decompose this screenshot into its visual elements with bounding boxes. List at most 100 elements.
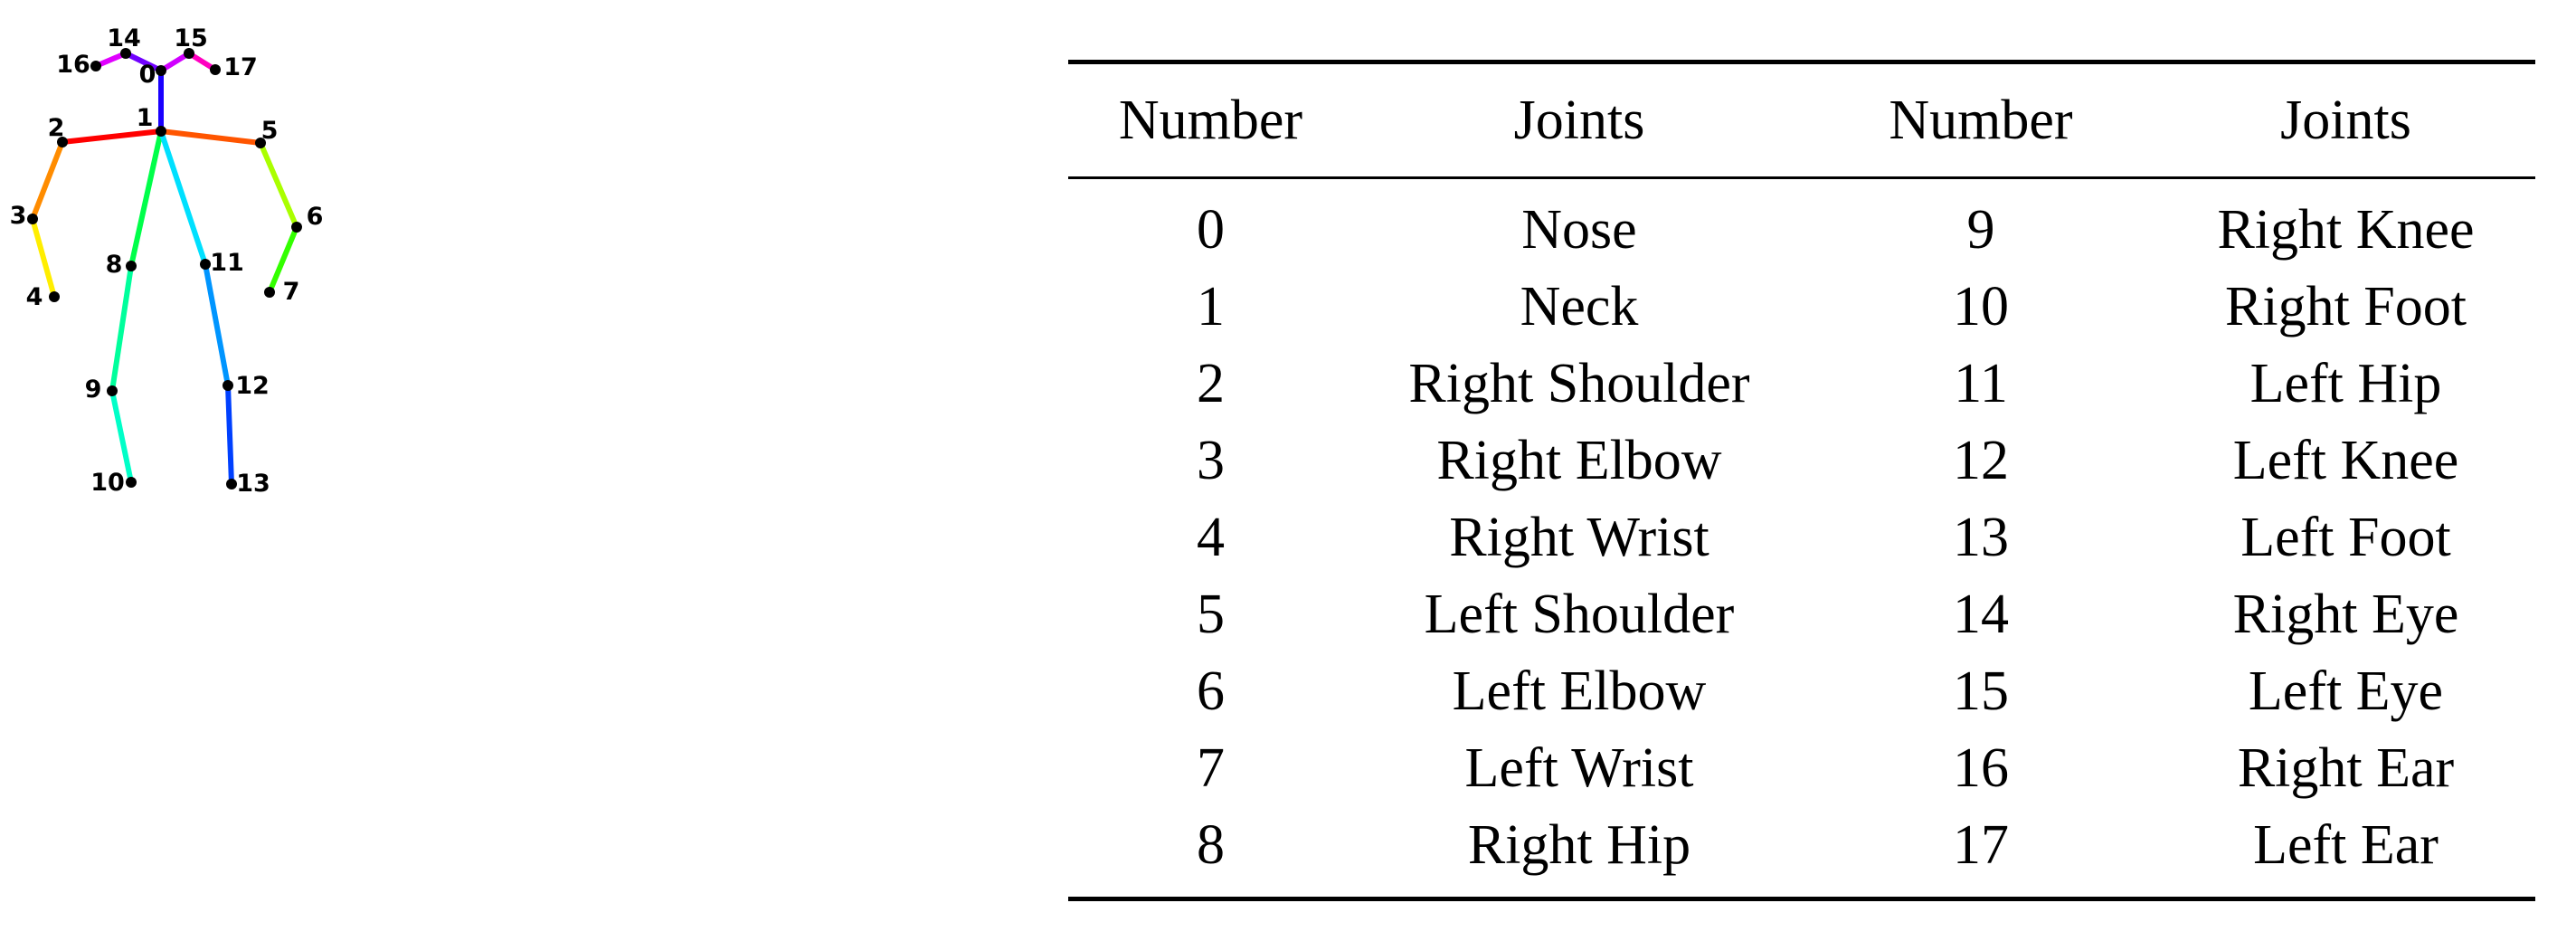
number-cell: 14 (1953, 584, 2009, 645)
joint-name-cell: Left Knee (2232, 430, 2459, 491)
joint-label-17: 17 (223, 53, 258, 81)
limb-left-forearm (267, 224, 299, 295)
joint-name-cell: Right Knee (2217, 199, 2475, 261)
joint-name-cell: Right Ear (2237, 737, 2455, 799)
number-cell: 7 (1197, 737, 1225, 799)
joint-name-cell: Right Foot (2224, 276, 2467, 337)
joint-name-cell: Nose (1521, 199, 1637, 261)
header-joints-1: Joints (1513, 90, 1645, 151)
joint-name-cell: Right Elbow (1436, 430, 1722, 491)
number-cell: 4 (1197, 507, 1225, 568)
limb-right-torso (128, 128, 164, 269)
number-cell: 17 (1953, 814, 2009, 876)
joint-name-cell: Left Foot (2240, 507, 2451, 568)
joint-label-15: 15 (174, 24, 208, 52)
joint-name-cell: Right Shoulder (1408, 353, 1750, 414)
joint-name-cell: Left Ear (2253, 814, 2439, 876)
table-row: 0 Nose 9 Right Knee (1068, 178, 2535, 270)
joint-label-5: 5 (261, 117, 279, 145)
joint-label-7: 7 (283, 278, 300, 306)
limb-left-upper-arm (258, 140, 299, 230)
joint-point-10 (126, 477, 137, 488)
joint-name-cell: Left Eye (2248, 661, 2444, 722)
joint-point-8 (126, 261, 137, 271)
joints-table: Number Joints Number Joints 0 Nose 9 Right … (1068, 60, 2535, 901)
joint-label-0: 0 (139, 61, 156, 89)
table-row: 5 Left Shoulder 14 Right Eye (1068, 576, 2535, 653)
number-cell: 5 (1197, 584, 1225, 645)
joint-point-6 (291, 222, 302, 233)
joint-label-10: 10 (90, 469, 125, 497)
table-row: 8 Right Hip 17 Left Ear (1068, 807, 2535, 899)
joint-label-13: 13 (236, 470, 270, 498)
joint-name-cell: Right Eye (2232, 584, 2459, 645)
number-cell: 8 (1197, 814, 1225, 876)
joint-point-12 (223, 380, 233, 391)
number-cell: 0 (1197, 199, 1225, 261)
table-row: 2 Right Shoulder 11 Left Hip (1068, 346, 2535, 423)
joint-label-8: 8 (106, 251, 123, 279)
joint-point-2 (57, 137, 68, 147)
joint-label-6: 6 (307, 203, 324, 231)
joint-label-9: 9 (85, 375, 102, 404)
joint-point-1 (156, 126, 166, 137)
joint-name-cell: Left Hip (2249, 353, 2442, 414)
joints-table-container: Number Joints Number Joints 0 Nose 9 Right … (1068, 60, 2535, 901)
joint-point-3 (27, 214, 38, 224)
joint-label-1: 1 (137, 104, 154, 132)
joint-name-cell: Right Wrist (1449, 507, 1709, 568)
header-number-2: Number (1889, 90, 2073, 151)
number-cell: 3 (1197, 430, 1225, 491)
limb-right-forearm (30, 216, 57, 299)
joint-point-13 (226, 479, 237, 490)
joint-label-16: 16 (56, 51, 90, 79)
limb-right-upper-arm (30, 139, 65, 222)
limb-nose-left-eye (158, 51, 192, 73)
joint-point-5 (255, 138, 266, 148)
joint-point-9 (107, 385, 118, 396)
joint-point-17 (210, 64, 221, 75)
limb-neck-right-shoulder (60, 128, 164, 145)
number-cell: 13 (1953, 507, 2009, 568)
joint-point-7 (264, 287, 275, 298)
joint-point-0 (156, 65, 166, 76)
header-number-1: Number (1118, 90, 1303, 151)
table-row: 6 Left Elbow 15 Left Eye (1068, 653, 2535, 730)
joint-point-14 (120, 48, 131, 59)
joint-point-16 (90, 61, 101, 71)
number-cell: 15 (1953, 661, 2009, 722)
number-cell: 1 (1197, 276, 1225, 337)
limb-left-shin (225, 383, 234, 487)
number-cell: 11 (1954, 353, 2008, 414)
limb-nose-right-eye (123, 51, 164, 73)
table-row: 3 Right Elbow 12 Left Knee (1068, 423, 2535, 499)
table-row: 7 Left Wrist 16 Right Ear (1068, 730, 2535, 807)
joint-point-11 (200, 259, 211, 270)
joint-label-3: 3 (10, 202, 27, 230)
number-cell: 16 (1953, 737, 2009, 799)
limb-left-thigh (203, 261, 231, 388)
joint-point-15 (184, 48, 194, 59)
limb-right-thigh (109, 263, 134, 394)
header-joints-2: Joints (2280, 90, 2411, 151)
table-row: 4 Right Wrist 13 Left Foot (1068, 499, 2535, 576)
joint-name-cell: Right Hip (1467, 814, 1691, 876)
joint-point-4 (49, 291, 60, 302)
joint-name-cell: Neck (1520, 276, 1639, 337)
limb-right-shin (109, 388, 134, 485)
joint-label-12: 12 (235, 372, 270, 400)
joint-name-cell: Left Elbow (1452, 661, 1707, 722)
joint-label-4: 4 (26, 283, 43, 311)
number-cell: 2 (1197, 353, 1225, 414)
number-cell: 9 (1966, 199, 1995, 261)
joint-label-14: 14 (107, 24, 141, 52)
joint-label-2: 2 (48, 114, 65, 142)
joint-name-cell: Left Shoulder (1424, 584, 1735, 645)
number-cell: 12 (1953, 430, 2009, 491)
table-row: 1 Neck 10 Right Foot (1068, 269, 2535, 346)
limb-left-torso (158, 128, 208, 267)
joint-label-11: 11 (210, 249, 244, 277)
limb-neck-left-shoulder (158, 128, 263, 146)
table-header-row: Number Joints Number Joints (1068, 62, 2535, 178)
